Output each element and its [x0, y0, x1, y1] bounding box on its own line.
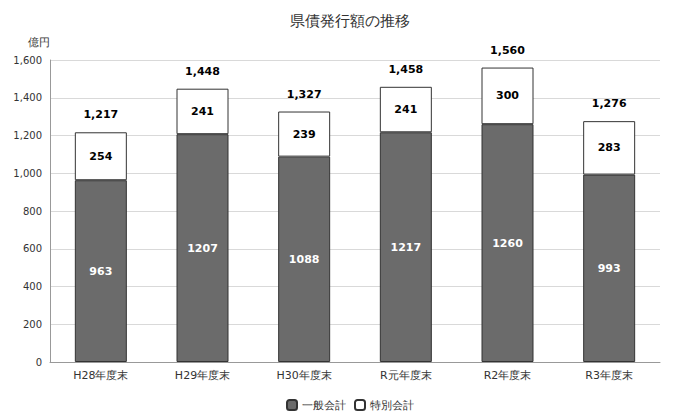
svg-text:300: 300 [496, 89, 519, 102]
svg-text:1,458: 1,458 [388, 63, 423, 76]
svg-text:0: 0 [36, 357, 42, 368]
svg-text:963: 963 [89, 265, 112, 278]
svg-text:H30年度末: H30年度末 [277, 369, 332, 382]
svg-text:241: 241 [394, 103, 417, 116]
svg-text:283: 283 [598, 141, 621, 154]
svg-text:1,600: 1,600 [13, 55, 42, 66]
svg-text:800: 800 [23, 206, 42, 217]
svg-text:1260: 1260 [492, 237, 523, 250]
svg-text:200: 200 [23, 319, 42, 330]
svg-text:1217: 1217 [391, 241, 422, 254]
svg-text:H29年度末: H29年度末 [175, 369, 230, 382]
svg-text:特別会計: 特別会計 [370, 399, 414, 412]
svg-text:1,448: 1,448 [185, 65, 220, 78]
svg-text:1,400: 1,400 [13, 92, 42, 103]
svg-text:241: 241 [191, 105, 214, 118]
svg-text:H28年度末: H28年度末 [73, 369, 128, 382]
svg-text:1,000: 1,000 [13, 168, 42, 179]
svg-text:1,560: 1,560 [490, 44, 525, 57]
svg-text:239: 239 [293, 128, 316, 141]
svg-text:R元年度末: R元年度末 [380, 369, 432, 382]
svg-text:R3年度末: R3年度末 [585, 369, 633, 382]
svg-text:一般会計: 一般会計 [302, 399, 346, 412]
svg-text:R2年度末: R2年度末 [484, 369, 532, 382]
svg-text:400: 400 [23, 281, 42, 292]
svg-text:1,276: 1,276 [592, 97, 627, 110]
svg-text:1207: 1207 [187, 242, 218, 255]
svg-text:1,217: 1,217 [83, 108, 118, 121]
svg-text:1088: 1088 [289, 253, 320, 266]
svg-text:1,200: 1,200 [13, 130, 42, 141]
svg-text:1,327: 1,327 [287, 88, 322, 101]
svg-text:254: 254 [89, 150, 112, 163]
svg-text:億円: 億円 [28, 36, 50, 49]
svg-text:600: 600 [23, 243, 42, 254]
svg-text:県債発行額の推移: 県債発行額の推移 [290, 12, 410, 30]
svg-text:993: 993 [598, 262, 621, 275]
